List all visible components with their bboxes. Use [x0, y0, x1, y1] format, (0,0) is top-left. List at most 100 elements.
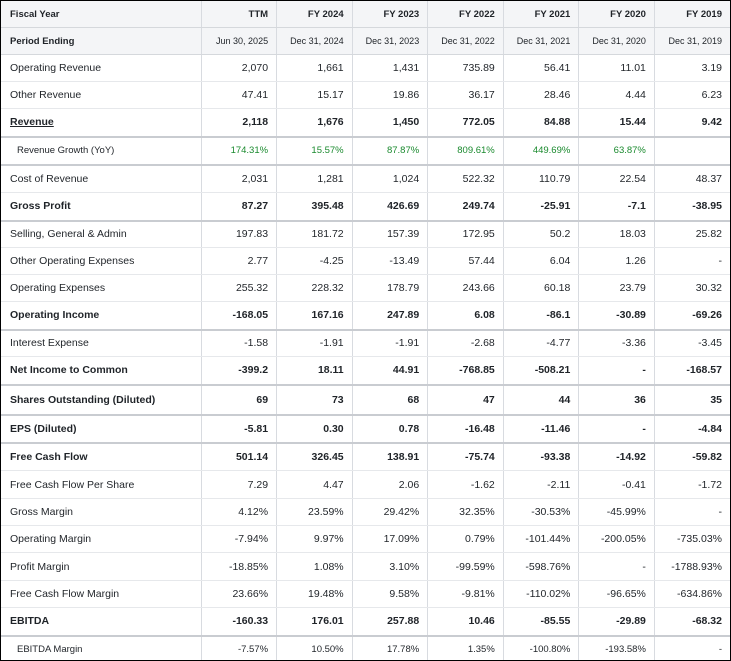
value-cell: 0.30 — [276, 414, 353, 444]
value-cell: 32.35% — [427, 498, 504, 526]
column-year[interactable]: TTM — [201, 1, 278, 28]
value-cell: 87.27 — [201, 192, 278, 222]
value-cell: 172.95 — [427, 220, 504, 248]
column-year[interactable]: FY 2019 — [654, 1, 730, 28]
value-cell: -4.25 — [276, 247, 353, 275]
column-year[interactable]: FY 2023 — [352, 1, 429, 28]
row-interest-expense: Interest Expense -1.58 -1.91 -1.91 -2.68 -4.7… — [1, 329, 730, 357]
value-cell: 1.26 — [578, 247, 655, 275]
value-cell: 6.04 — [503, 247, 580, 275]
value-cell: 1,676 — [276, 108, 353, 138]
value-cell: 44 — [503, 384, 580, 416]
value-cell: -18.85% — [201, 552, 278, 581]
value-cell: 228.32 — [276, 274, 353, 302]
value-cell: 395.48 — [276, 192, 353, 222]
value-cell: 18.03 — [578, 220, 655, 248]
column-period: Jun 30, 2025 — [201, 27, 278, 55]
row-cost-of-revenue: Cost of Revenue 2,031 1,281 1,024 522.32 110.… — [1, 164, 730, 193]
value-cell: -110.02% — [503, 580, 580, 608]
value-cell: 4.47 — [276, 470, 353, 499]
value-cell: 48.37 — [654, 164, 730, 193]
column-year[interactable]: FY 2024 — [276, 1, 353, 28]
row-label: Operating Expenses — [1, 274, 202, 302]
row-label: Other Operating Expenses — [1, 247, 202, 275]
value-cell: -0.41 — [578, 470, 655, 499]
value-cell: -4.77 — [503, 329, 580, 357]
row-label[interactable]: Revenue — [1, 108, 202, 138]
value-cell: 1,450 — [352, 108, 429, 138]
value-cell: 0.78 — [352, 414, 429, 444]
value-cell: 47.41 — [201, 81, 278, 109]
value-cell: 60.18 — [503, 274, 580, 302]
row-label: EBITDA — [1, 607, 202, 637]
row-label: EBITDA Margin — [1, 635, 202, 660]
value-cell: 19.48% — [276, 580, 353, 608]
column-year[interactable]: FY 2022 — [427, 1, 504, 28]
value-cell: 15.57% — [276, 136, 353, 166]
value-cell: -508.21 — [503, 356, 580, 386]
value-cell: 7.29 — [201, 470, 278, 499]
value-cell: -93.38 — [503, 442, 580, 471]
row-label: Revenue Growth (YoY) — [1, 136, 202, 166]
value-cell: 36 — [578, 384, 655, 416]
value-cell: 29.42% — [352, 498, 429, 526]
value-cell: -7.94% — [201, 525, 278, 553]
value-cell: -38.95 — [654, 192, 730, 222]
value-cell: 1,024 — [352, 164, 429, 193]
value-cell: 23.66% — [201, 580, 278, 608]
row-revenue: Revenue 2,118 1,676 1,450 772.05 84.88 15.44 9.… — [1, 108, 730, 138]
value-cell: 2,031 — [201, 164, 278, 193]
value-cell: 255.32 — [201, 274, 278, 302]
value-cell: -399.2 — [201, 356, 278, 386]
row-operating-revenue: Operating Revenue 2,070 1,661 1,431 735.89 56… — [1, 54, 730, 82]
row-label: Other Revenue — [1, 81, 202, 109]
value-cell: -634.86% — [654, 580, 730, 608]
value-cell: -168.05 — [201, 301, 278, 331]
value-cell: 15.17 — [276, 81, 353, 109]
row-label: Operating Income — [1, 301, 202, 331]
value-cell: 4.12% — [201, 498, 278, 526]
value-cell: 157.39 — [352, 220, 429, 248]
column-period: Dec 31, 2019 — [654, 27, 730, 55]
value-cell: -735.03% — [654, 525, 730, 553]
value-cell: 197.83 — [201, 220, 278, 248]
column-year[interactable]: FY 2020 — [578, 1, 655, 28]
value-cell: 2.06 — [352, 470, 429, 499]
value-cell: -1788.93% — [654, 552, 730, 581]
value-cell: 735.89 — [427, 54, 504, 82]
value-cell: 174.31% — [201, 136, 278, 166]
value-cell: -7.57% — [201, 635, 278, 660]
value-cell: -4.84 — [654, 414, 730, 444]
value-cell: 772.05 — [427, 108, 504, 138]
value-cell: 17.78% — [352, 635, 429, 660]
value-cell: 56.41 — [503, 54, 580, 82]
value-cell: 426.69 — [352, 192, 429, 222]
value-cell: 181.72 — [276, 220, 353, 248]
column-year[interactable]: FY 2021 — [503, 1, 580, 28]
value-cell: -25.91 — [503, 192, 580, 222]
value-cell: - — [578, 552, 655, 581]
value-cell: 44.91 — [352, 356, 429, 386]
value-cell: -68.32 — [654, 607, 730, 637]
row-net-income-to-common: Net Income to Common -399.2 18.11 44.91 -768… — [1, 356, 730, 386]
value-cell: 2,118 — [201, 108, 278, 138]
column-period: Dec 31, 2021 — [503, 27, 580, 55]
value-cell: -1.72 — [654, 470, 730, 499]
row-label: Operating Revenue — [1, 54, 202, 82]
row-other-revenue: Other Revenue 47.41 15.17 19.86 36.17 28.46 4.… — [1, 81, 730, 109]
value-cell: -30.89 — [578, 301, 655, 331]
row-label: Gross Margin — [1, 498, 202, 526]
value-cell: 4.44 — [578, 81, 655, 109]
value-cell: -1.91 — [276, 329, 353, 357]
value-cell: 1,431 — [352, 54, 429, 82]
value-cell: -3.36 — [578, 329, 655, 357]
row-label: Gross Profit — [1, 192, 202, 222]
value-cell: 84.88 — [503, 108, 580, 138]
row-operating-expenses: Operating Expenses 255.32 228.32 178.79 243.… — [1, 274, 730, 302]
value-cell: -69.26 — [654, 301, 730, 331]
value-cell: 23.59% — [276, 498, 353, 526]
value-cell: 249.74 — [427, 192, 504, 222]
fiscal-year-header-row: Fiscal Year TTM FY 2024 FY 2023 FY 2022 … — [1, 1, 730, 28]
value-cell: 1,661 — [276, 54, 353, 82]
